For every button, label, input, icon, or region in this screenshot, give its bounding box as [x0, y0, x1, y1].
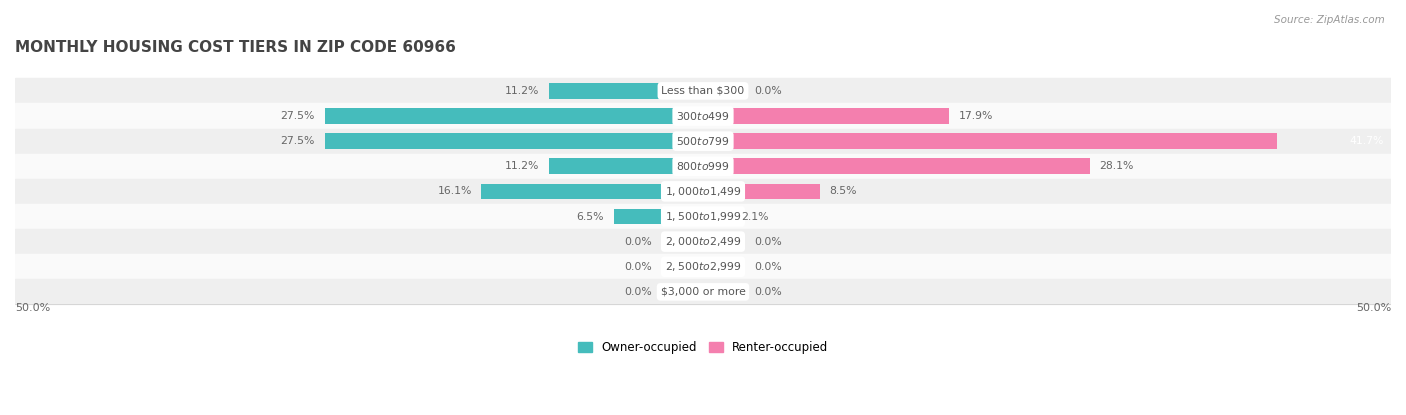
- Text: 27.5%: 27.5%: [281, 136, 315, 146]
- Bar: [15, 254, 1391, 279]
- Bar: [703, 284, 744, 300]
- Text: 2.1%: 2.1%: [741, 212, 769, 222]
- Bar: [15, 103, 1391, 129]
- Text: $800 to $999: $800 to $999: [676, 160, 730, 172]
- Text: 0.0%: 0.0%: [624, 287, 652, 297]
- Text: 11.2%: 11.2%: [505, 86, 540, 96]
- Text: Source: ZipAtlas.com: Source: ZipAtlas.com: [1274, 15, 1385, 24]
- Text: 50.0%: 50.0%: [1355, 303, 1391, 313]
- Text: 11.2%: 11.2%: [505, 161, 540, 171]
- Text: 28.1%: 28.1%: [1099, 161, 1133, 171]
- Text: $1,500 to $1,999: $1,500 to $1,999: [665, 210, 741, 223]
- Text: 0.0%: 0.0%: [754, 287, 782, 297]
- Bar: [703, 183, 820, 199]
- Bar: [325, 133, 703, 149]
- Text: 16.1%: 16.1%: [437, 186, 472, 196]
- Text: 0.0%: 0.0%: [754, 262, 782, 272]
- Bar: [703, 159, 1090, 174]
- Bar: [15, 78, 1391, 103]
- Bar: [703, 259, 744, 275]
- Bar: [703, 133, 1277, 149]
- Text: 0.0%: 0.0%: [624, 262, 652, 272]
- Text: MONTHLY HOUSING COST TIERS IN ZIP CODE 60966: MONTHLY HOUSING COST TIERS IN ZIP CODE 6…: [15, 40, 456, 55]
- Text: $500 to $799: $500 to $799: [676, 135, 730, 147]
- Bar: [703, 108, 949, 124]
- Bar: [548, 83, 703, 99]
- Bar: [15, 179, 1391, 204]
- Text: 0.0%: 0.0%: [754, 237, 782, 247]
- Text: 0.0%: 0.0%: [754, 86, 782, 96]
- Bar: [15, 279, 1391, 305]
- Bar: [662, 284, 703, 300]
- Text: Less than $300: Less than $300: [661, 86, 745, 96]
- Text: $1,000 to $1,499: $1,000 to $1,499: [665, 185, 741, 198]
- Bar: [548, 159, 703, 174]
- Bar: [15, 129, 1391, 154]
- Bar: [703, 209, 733, 224]
- Text: $3,000 or more: $3,000 or more: [661, 287, 745, 297]
- Text: 6.5%: 6.5%: [576, 212, 605, 222]
- Bar: [703, 234, 744, 249]
- Bar: [662, 234, 703, 249]
- Text: 0.0%: 0.0%: [624, 237, 652, 247]
- Bar: [15, 204, 1391, 229]
- Bar: [481, 183, 703, 199]
- Bar: [703, 83, 744, 99]
- Bar: [325, 108, 703, 124]
- Text: 27.5%: 27.5%: [281, 111, 315, 121]
- Bar: [15, 154, 1391, 179]
- Text: 17.9%: 17.9%: [959, 111, 993, 121]
- Text: 41.7%: 41.7%: [1350, 136, 1384, 146]
- Text: $2,000 to $2,499: $2,000 to $2,499: [665, 235, 741, 248]
- Text: $300 to $499: $300 to $499: [676, 110, 730, 122]
- Bar: [662, 259, 703, 275]
- Legend: Owner-occupied, Renter-occupied: Owner-occupied, Renter-occupied: [572, 336, 834, 359]
- Text: 50.0%: 50.0%: [15, 303, 51, 313]
- Text: 8.5%: 8.5%: [830, 186, 858, 196]
- Bar: [613, 209, 703, 224]
- Text: $2,500 to $2,999: $2,500 to $2,999: [665, 260, 741, 273]
- Bar: [15, 229, 1391, 254]
